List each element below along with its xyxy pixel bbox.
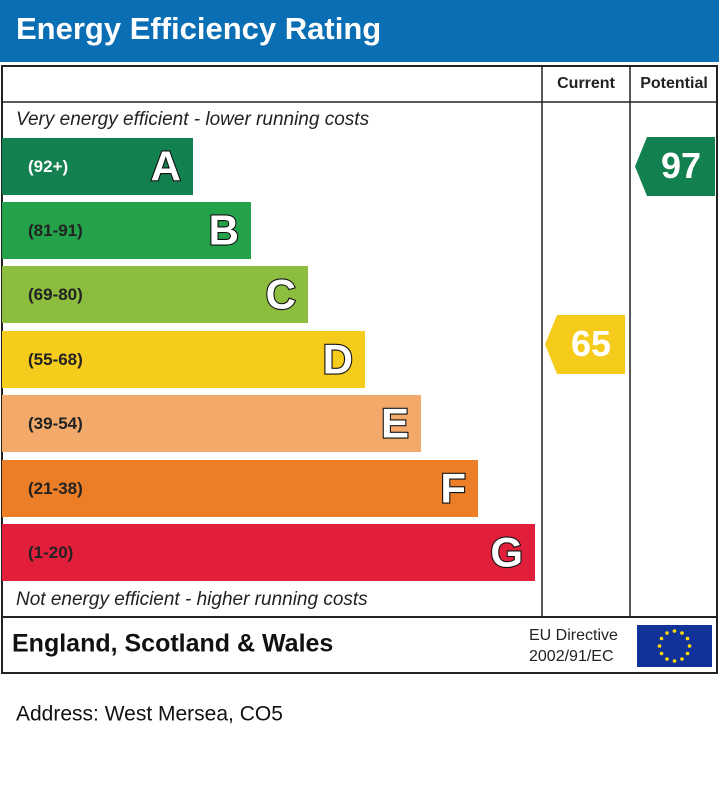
- band-bar: [2, 266, 308, 323]
- potential-heading: Potential: [640, 75, 708, 92]
- eu-star: [687, 644, 692, 648]
- band-range: (39-54): [28, 414, 83, 433]
- band-letter: F: [440, 465, 466, 512]
- band-range: (69-80): [28, 285, 83, 304]
- eu-star: [680, 631, 684, 635]
- potential-arrow: [635, 137, 715, 196]
- eu-star: [672, 659, 677, 663]
- band-range: (92+): [28, 157, 68, 176]
- band-letter: E: [381, 400, 409, 447]
- top-note: Very energy efficient - lower running co…: [16, 109, 370, 130]
- region: England, Scotland & Wales: [12, 630, 333, 658]
- eu-star: [672, 629, 677, 633]
- eu-star: [680, 657, 684, 661]
- current-value: 65: [571, 323, 611, 364]
- band-letter: G: [490, 529, 523, 576]
- potential-value: 97: [661, 145, 701, 186]
- header-bar: [0, 0, 719, 62]
- bottom-note: Not energy efficient - higher running co…: [16, 589, 368, 610]
- directive: EU Directive: [529, 627, 618, 644]
- band-letter: D: [323, 336, 353, 383]
- eu-star: [657, 644, 662, 648]
- band-bar: [2, 138, 193, 195]
- eu-star: [685, 651, 690, 656]
- band-bar: [2, 202, 251, 259]
- band-range: (55-68): [28, 350, 83, 369]
- band-letter: B: [209, 207, 239, 254]
- address: Address: West Mersea, CO5: [16, 703, 283, 726]
- eu-stars: [657, 629, 692, 663]
- directive: 2002/91/EC: [529, 648, 614, 665]
- current-heading: Current: [557, 75, 615, 92]
- eu-star: [665, 631, 669, 635]
- band-letter: A: [151, 143, 181, 190]
- band-bar: [2, 395, 421, 452]
- band-letter: C: [266, 271, 296, 318]
- current-arrow: [545, 315, 625, 374]
- band-range: (81-91): [28, 221, 83, 240]
- band-range: (21-38): [28, 479, 83, 498]
- eu-star: [659, 636, 664, 641]
- eu-star: [659, 651, 664, 656]
- band-bar: [2, 460, 478, 517]
- band-bar: [2, 524, 535, 581]
- band-bar: [2, 331, 365, 388]
- band-range: (1-20): [28, 543, 73, 562]
- title: Energy Efficiency Rating: [16, 11, 381, 46]
- eu-star: [685, 636, 690, 641]
- eu-star: [665, 657, 669, 661]
